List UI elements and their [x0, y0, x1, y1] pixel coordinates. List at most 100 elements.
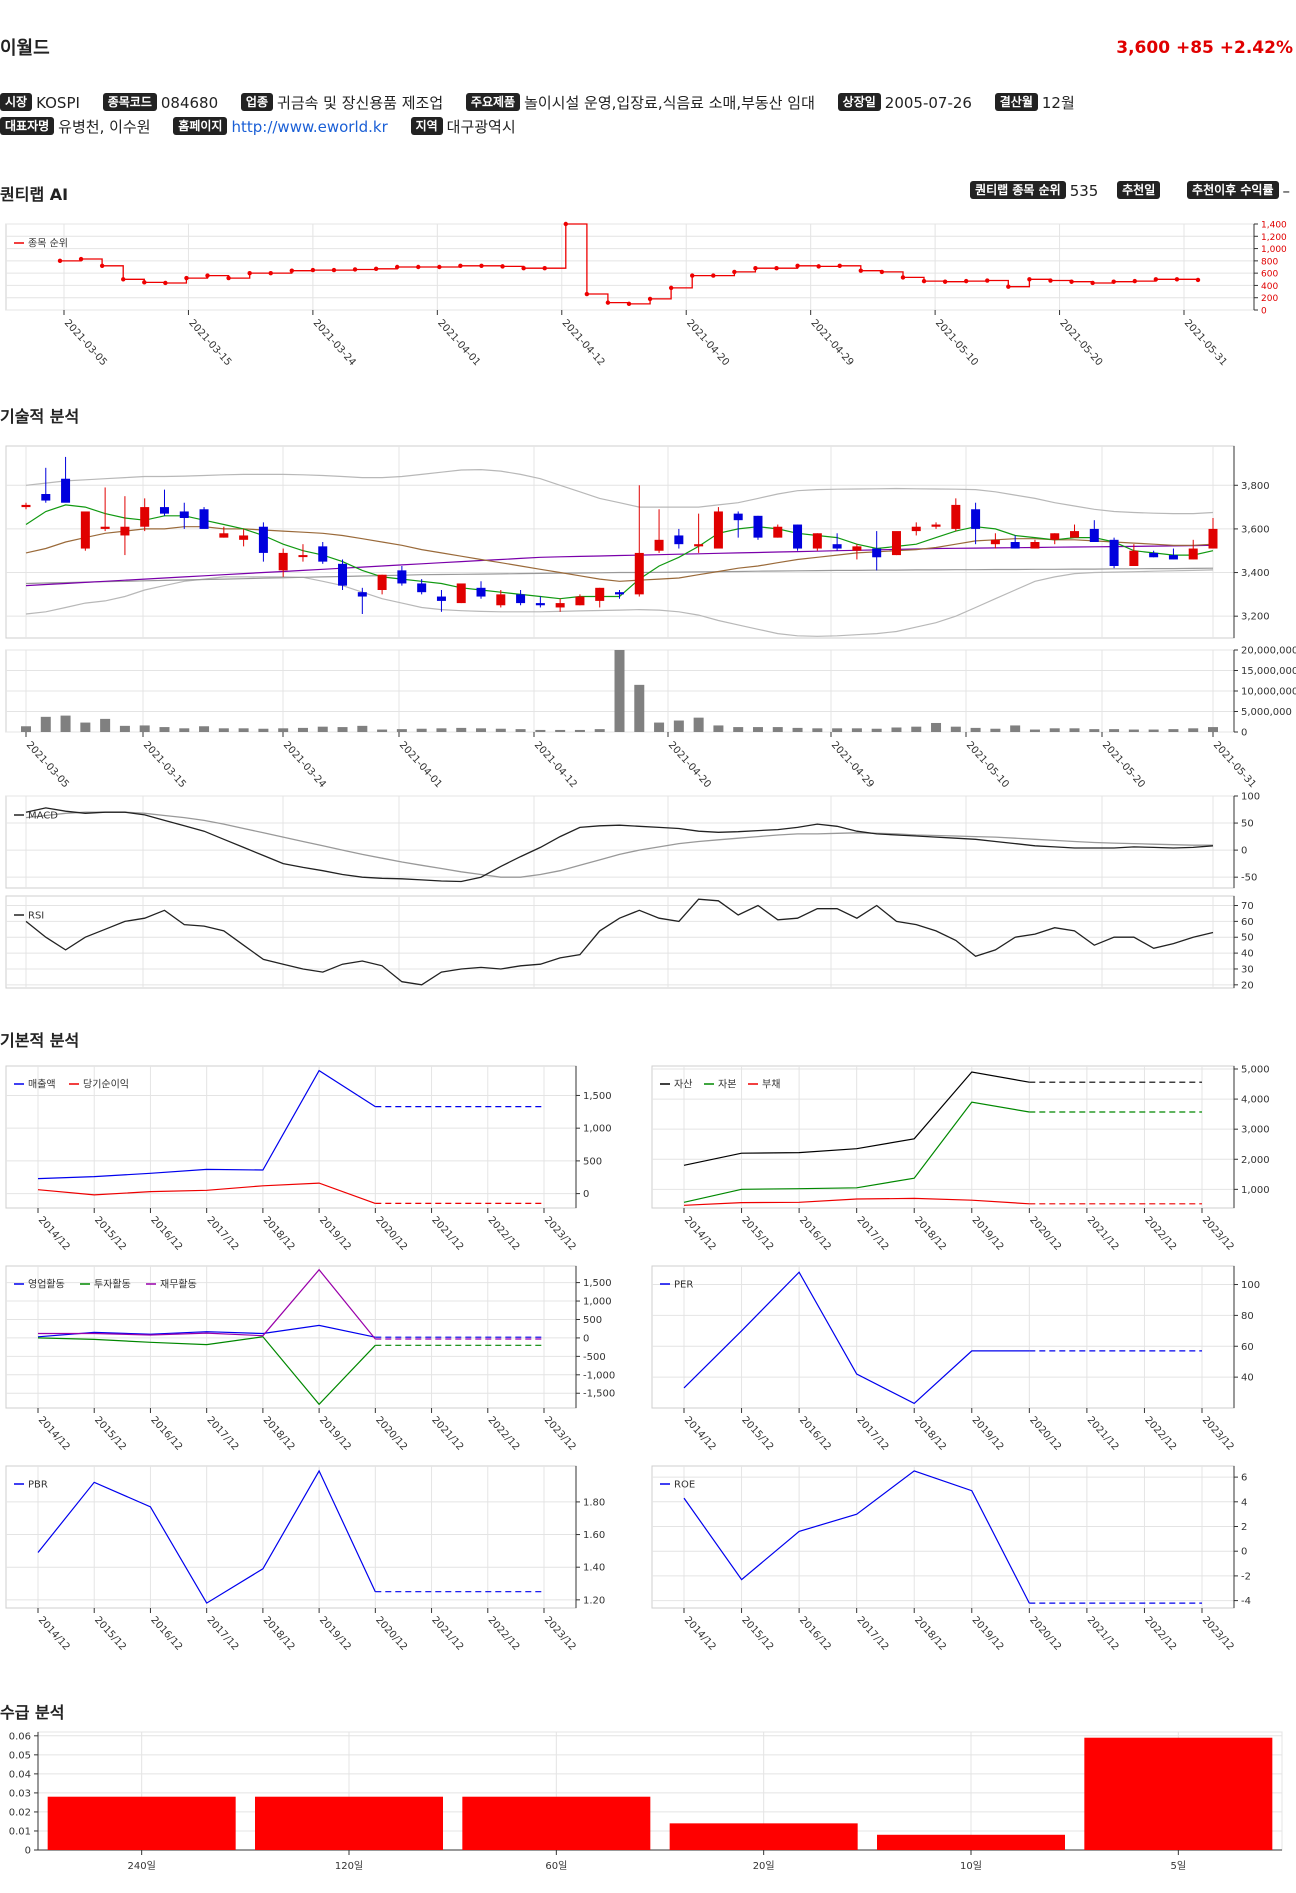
assets-ytick-label: 1,000: [1241, 1185, 1270, 1196]
candle-body: [298, 555, 308, 558]
volume-bar: [792, 727, 803, 732]
rank-point: [352, 267, 358, 272]
assets-xtick-label: 2016/12: [797, 1215, 833, 1253]
ma120-line: [25, 567, 1214, 585]
roe-xtick-label: 2016/12: [797, 1615, 833, 1653]
supply-xtick-label: 20일: [753, 1860, 775, 1872]
rank-point: [1195, 277, 1201, 283]
supply-plot-area: [37, 1731, 1283, 1851]
volume-ytick-label: 0: [1241, 728, 1247, 739]
macd-line: [25, 807, 1214, 883]
candle-body: [733, 513, 743, 521]
volume-bar: [950, 726, 961, 732]
candle-body: [1188, 548, 1198, 560]
candle-body: [555, 603, 565, 608]
supply-bar: [47, 1796, 236, 1850]
fiscal-month-tag: 결산월: [994, 93, 1038, 111]
ceo-value: 유병천, 이수원: [58, 118, 151, 136]
supply-ytick-label: 0.01: [9, 1826, 31, 1837]
homepage-link[interactable]: http://www.eworld.kr: [231, 118, 388, 136]
supply-ytick-label: 0.03: [9, 1788, 31, 1799]
pbr-ytick-label: 1.60: [583, 1530, 605, 1541]
rsi-ytick-label: 40: [1241, 949, 1254, 960]
assets-ytick-label: 3,000: [1241, 1125, 1270, 1136]
volume-bar: [238, 728, 249, 732]
pbr-xtick-label: 2021/12: [429, 1615, 465, 1653]
volume-bar: [931, 722, 942, 732]
volume-bar: [693, 717, 704, 732]
volume-bar: [258, 728, 269, 732]
roe-xtick-label: 2023/12: [1200, 1615, 1236, 1653]
info-row-2: 대표자명 유병천, 이수원 홈페이지 http://www.eworld.kr 지역…: [0, 116, 534, 137]
volume-bar: [139, 725, 150, 732]
volume-xtick-label: 2021-04-20: [666, 740, 713, 791]
volume-bar: [357, 725, 368, 732]
assets-xtick-label: 2023/12: [1200, 1215, 1236, 1253]
sales-line: [37, 1182, 376, 1204]
supply-ytick-label: 0: [25, 1846, 31, 1857]
cashflow-xtick-label: 2016/12: [148, 1415, 184, 1453]
candle-body: [990, 539, 1000, 545]
macd-plot-area: [5, 795, 1235, 889]
cashflow-ytick-label: -1,500: [583, 1389, 615, 1400]
rank-point: [226, 275, 231, 281]
rank-point: [1069, 279, 1074, 284]
rank-point: [1111, 279, 1116, 284]
sales-xtick-label: 2020/12: [373, 1215, 409, 1253]
sales-legend-label: 당기순이익: [83, 1079, 129, 1091]
candle-body: [1030, 542, 1040, 549]
volume-bar: [970, 727, 981, 732]
per-xtick-label: 2021/12: [1085, 1415, 1121, 1453]
sales-xtick-label: 2021/12: [429, 1215, 465, 1253]
cashflow-line: [38, 1268, 376, 1340]
assets-ytick-label: 4,000: [1241, 1095, 1270, 1106]
candle-plot-area: [5, 445, 1235, 639]
candle-body: [1129, 550, 1139, 566]
per-ytick-label: 40: [1241, 1373, 1254, 1384]
assets-line: [683, 1071, 1030, 1166]
cashflow-ytick-label: 1,500: [583, 1278, 612, 1289]
volume-bar: [634, 684, 645, 732]
rank-xtick-label: 2021-04-29: [808, 318, 855, 369]
macd-signal-line: [25, 811, 1213, 878]
rank-xtick-label: 2021-05-31: [1182, 318, 1229, 369]
volume-bar: [1089, 729, 1100, 732]
rank-xtick-label: 2021-03-24: [311, 318, 358, 369]
rank-point: [142, 280, 147, 285]
rank-point: [753, 266, 758, 271]
rsi-plot-area: [5, 895, 1235, 989]
pbr-xtick-label: 2016/12: [148, 1615, 184, 1653]
macd-ytick-label: 50: [1241, 819, 1254, 830]
volume-bar: [436, 728, 447, 732]
roe-xtick-label: 2021/12: [1085, 1615, 1121, 1653]
volume-bar: [535, 729, 546, 732]
rank-point: [268, 270, 273, 276]
rank-point: [437, 264, 442, 270]
assets-xtick-label: 2014/12: [682, 1215, 718, 1253]
candle-body: [357, 592, 367, 597]
volume-bar: [1168, 729, 1179, 732]
supply-xtick-label: 60일: [545, 1860, 567, 1872]
rank-point: [373, 266, 379, 272]
per-xtick-label: 2017/12: [854, 1415, 890, 1453]
rank-point: [858, 268, 864, 273]
macd-legend-label: MACD: [28, 811, 58, 822]
roe-xtick-label: 2014/12: [682, 1615, 718, 1653]
volume-bar: [80, 722, 91, 732]
rank-point: [732, 269, 737, 275]
candle-body: [812, 533, 822, 549]
cashflow-xtick-label: 2021/12: [429, 1415, 465, 1453]
rank-point: [416, 264, 421, 270]
volume-bar: [772, 727, 783, 732]
rank-point: [942, 279, 948, 284]
per-ytick-label: 80: [1241, 1311, 1254, 1322]
candle-body: [61, 478, 71, 503]
sales-line: [37, 1069, 376, 1180]
sales-xtick-label: 2018/12: [261, 1215, 297, 1253]
volume-xtick-label: 2021-03-24: [281, 740, 328, 791]
volume-bar: [60, 715, 71, 732]
rsi-ytick-label: 70: [1241, 901, 1254, 912]
sales-ytick-label: 0: [583, 1189, 589, 1200]
candle-body: [694, 544, 704, 547]
candle-body: [911, 526, 921, 532]
